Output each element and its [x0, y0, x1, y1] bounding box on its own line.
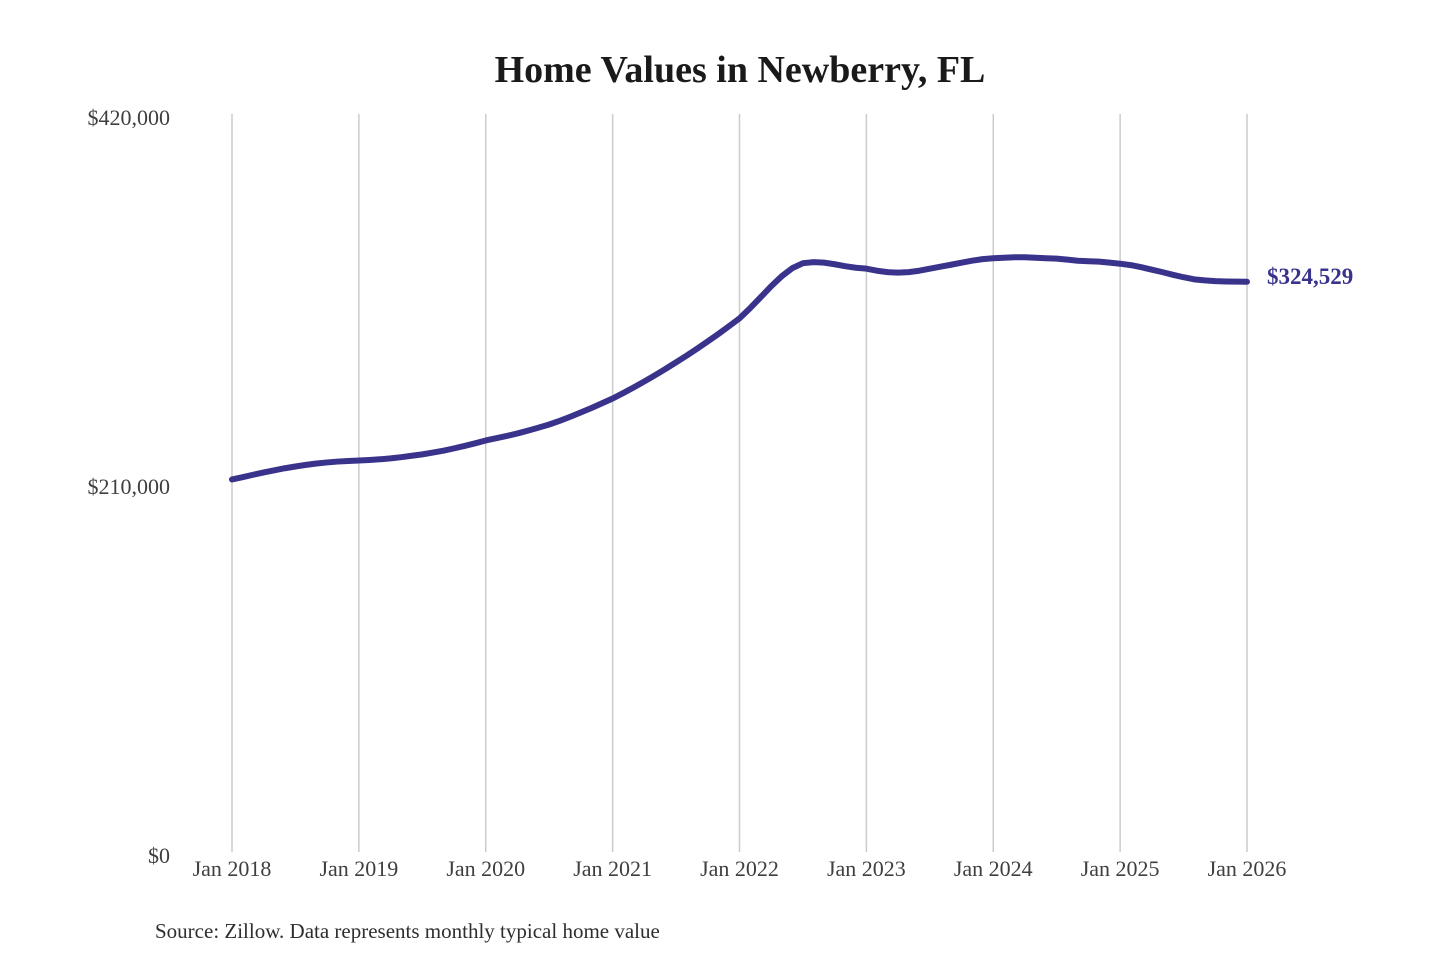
x-tick-label: Jan 2024: [954, 856, 1033, 881]
x-tick-label: Jan 2019: [319, 856, 398, 881]
gridlines: [231, 114, 1248, 852]
y-axis-labels: $0 $210,000 $420,000: [88, 105, 171, 868]
x-tick-label: Jan 2025: [1081, 856, 1160, 881]
x-tick-label: Jan 2021: [573, 856, 652, 881]
y-tick-label: $0: [148, 843, 170, 868]
x-tick-label: Jan 2026: [1208, 856, 1287, 881]
y-tick-label: $420,000: [88, 105, 171, 130]
value-line: [229, 254, 1250, 483]
source-note: Source: Zillow. Data represents monthly …: [155, 919, 660, 943]
x-axis-labels: Jan 2018 Jan 2019 Jan 2020 Jan 2021 Jan 2022…: [193, 856, 1287, 881]
x-tick-label: Jan 2020: [446, 856, 525, 881]
chart-title: Home Values in Newberry, FL: [495, 49, 986, 91]
x-tick-label: Jan 2023: [827, 856, 906, 881]
x-tick-label: Jan 2018: [193, 856, 272, 881]
end-value-label: $324,529: [1267, 264, 1353, 289]
y-tick-label: $210,000: [88, 474, 171, 499]
x-tick-label: Jan 2022: [700, 856, 779, 881]
